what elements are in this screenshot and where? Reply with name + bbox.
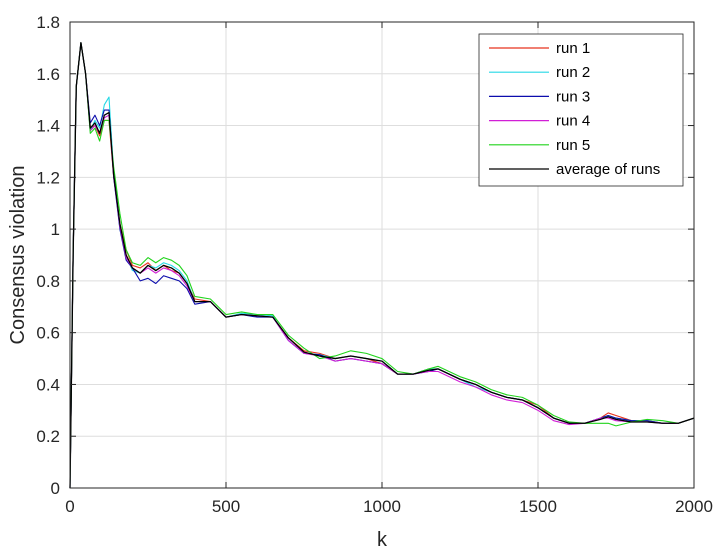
y-tick-label: 0.2 bbox=[36, 427, 60, 446]
x-tick-label: 0 bbox=[65, 497, 74, 516]
legend-label: average of runs bbox=[556, 161, 660, 178]
y-tick-label: 0.6 bbox=[36, 324, 60, 343]
legend-item: run 4 bbox=[489, 113, 590, 130]
x-axis-label: k bbox=[377, 529, 388, 551]
x-axis-ticks: 0 500 1000 1500 2000 bbox=[65, 22, 713, 516]
x-tick-label: 500 bbox=[212, 497, 240, 516]
legend-label: run 4 bbox=[556, 113, 590, 130]
legend-items: run 1 run 2 run 3 run 4 run 5 average of runs bbox=[489, 40, 660, 178]
legend-item: run 2 bbox=[489, 64, 590, 81]
y-tick-label: 0.4 bbox=[36, 375, 60, 394]
y-tick-label: 0 bbox=[51, 479, 60, 498]
series-lines bbox=[69, 42, 695, 489]
legend-label: run 3 bbox=[556, 88, 590, 105]
legend-label: run 5 bbox=[556, 137, 590, 154]
y-tick-label: 1.2 bbox=[36, 168, 60, 187]
y-tick-label: 1.8 bbox=[36, 13, 60, 32]
legend-item: run 1 bbox=[489, 40, 590, 57]
legend: run 1 run 2 run 3 run 4 run 5 average of runs bbox=[478, 33, 684, 187]
y-tick-label: 1 bbox=[51, 220, 60, 239]
legend-label: run 2 bbox=[556, 64, 590, 81]
y-tick-label: 1.4 bbox=[36, 117, 60, 136]
x-tick-label: 1500 bbox=[519, 497, 557, 516]
y-axis-ticks: 0 0.2 0.4 0.6 0.8 1 1.2 1.4 1.6 1.8 bbox=[36, 13, 694, 498]
grid bbox=[70, 22, 694, 488]
series-line-6 bbox=[69, 42, 695, 489]
legend-item: average of runs bbox=[489, 161, 660, 178]
legend-item: run 5 bbox=[489, 137, 590, 154]
x-tick-label: 2000 bbox=[675, 497, 713, 516]
y-tick-label: 0.8 bbox=[36, 272, 60, 291]
legend-item: run 3 bbox=[489, 88, 590, 105]
y-axis-label: Consensus violation bbox=[7, 166, 29, 345]
x-tick-label: 1000 bbox=[363, 497, 401, 516]
legend-label: run 1 bbox=[556, 40, 590, 57]
y-tick-label: 1.6 bbox=[36, 65, 60, 84]
legend-box bbox=[478, 33, 684, 187]
